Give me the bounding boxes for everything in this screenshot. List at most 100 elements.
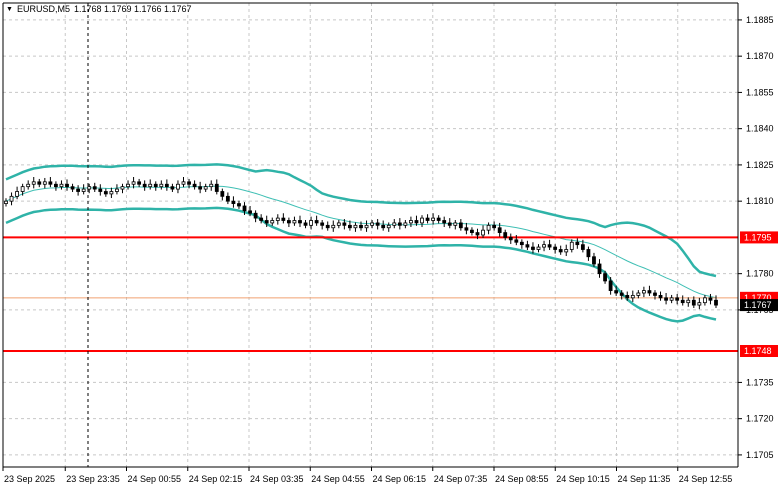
bull-candle bbox=[26, 183, 31, 188]
bull-candle bbox=[120, 186, 125, 190]
bear-candle bbox=[653, 292, 657, 296]
bear-candle bbox=[647, 290, 652, 294]
bull-candle bbox=[9, 195, 14, 202]
bear-candle bbox=[680, 299, 685, 304]
bear-candle bbox=[248, 210, 252, 214]
y-tick-label: 1.1810 bbox=[746, 196, 774, 206]
bear-candle bbox=[553, 246, 558, 250]
bull-candle bbox=[392, 222, 397, 226]
level-price-label: 1.1795 bbox=[744, 232, 772, 242]
bear-candle bbox=[397, 222, 402, 226]
x-tick-label: 24 Sep 12:55 bbox=[679, 474, 733, 484]
bull-candle bbox=[42, 181, 47, 185]
bear-candle bbox=[359, 224, 363, 229]
price-levels[interactable] bbox=[3, 236, 738, 352]
bear-candle bbox=[259, 217, 264, 221]
bull-candle bbox=[126, 183, 130, 188]
bull-candle bbox=[336, 222, 341, 226]
bear-candle bbox=[575, 241, 580, 246]
bear-candle bbox=[142, 183, 147, 188]
bull-candle bbox=[331, 224, 336, 229]
bull-candle bbox=[203, 186, 208, 190]
bear-candle bbox=[470, 229, 474, 233]
x-tick-label: 24 Sep 03:35 bbox=[250, 474, 304, 484]
y-tick-label: 1.1720 bbox=[746, 414, 774, 424]
bear-candle bbox=[458, 222, 463, 229]
bull-candle bbox=[486, 224, 491, 231]
bear-candle bbox=[625, 295, 630, 299]
bull-candle bbox=[431, 217, 436, 221]
bear-candle bbox=[614, 290, 619, 294]
x-tick-label: 24 Sep 08:55 bbox=[495, 474, 549, 484]
bull-candle bbox=[159, 183, 164, 188]
bear-candle bbox=[220, 191, 225, 197]
bull-candle bbox=[481, 229, 485, 236]
y-tick-label: 1.1870 bbox=[746, 51, 774, 61]
bear-candle bbox=[98, 188, 103, 192]
bull-candle bbox=[109, 191, 114, 195]
y-tick-label: 1.1840 bbox=[746, 124, 774, 134]
bear-candle bbox=[170, 186, 175, 190]
bull-candle bbox=[81, 188, 86, 192]
bear-candle bbox=[497, 227, 502, 233]
bear-candle bbox=[325, 224, 330, 229]
bear-candle bbox=[298, 220, 302, 224]
time-axis[interactable]: 23 Sep 2025 23 Sep 23:35 24 Sep 00:55 24 Se… bbox=[2, 467, 733, 484]
bull-candle bbox=[703, 297, 707, 304]
bull-candle bbox=[270, 220, 275, 224]
bear-candle bbox=[187, 181, 191, 185]
bear-candle bbox=[592, 256, 596, 265]
bear-candle bbox=[198, 186, 203, 190]
y-tick-label: 1.1885 bbox=[746, 15, 774, 25]
bear-candle bbox=[558, 249, 563, 253]
bear-candle bbox=[320, 222, 325, 226]
symbol-label: EURUSD,M5 bbox=[16, 4, 70, 14]
symbol-header: ▼ EURUSD,M5 1.1768 1.1769 1.1766 1.1767 bbox=[6, 4, 192, 14]
bear-candle bbox=[547, 244, 552, 248]
bull-candle bbox=[209, 183, 214, 188]
x-tick-label: 23 Sep 23:35 bbox=[66, 474, 120, 484]
y-tick-label: 1.1705 bbox=[746, 450, 774, 460]
bear-candle bbox=[303, 222, 308, 226]
bull-candle bbox=[453, 222, 458, 226]
bull-candle bbox=[115, 188, 119, 192]
bear-candle bbox=[314, 220, 319, 224]
bollinger-upper-band bbox=[5, 163, 717, 278]
triangle-down-icon[interactable]: ▼ bbox=[6, 5, 13, 13]
level-price-tag bbox=[740, 231, 778, 244]
bear-candle bbox=[597, 263, 602, 275]
bear-candle bbox=[525, 244, 530, 248]
candles bbox=[4, 177, 718, 310]
bear-candle bbox=[70, 186, 75, 190]
bear-candle bbox=[192, 183, 197, 188]
bid-price-label: 1.1770 bbox=[744, 293, 772, 303]
bull-candle bbox=[148, 183, 153, 188]
x-tick-label: 24 Sep 06:15 bbox=[373, 474, 427, 484]
bear-candle bbox=[153, 183, 158, 188]
bear-candle bbox=[281, 217, 286, 221]
x-tick-label: 24 Sep 02:15 bbox=[189, 474, 243, 484]
bear-candle bbox=[580, 244, 585, 250]
bull-candle bbox=[15, 191, 19, 197]
bear-candle bbox=[492, 224, 497, 229]
bear-candle bbox=[475, 232, 480, 236]
level-price-label: 1.1748 bbox=[744, 346, 772, 356]
bull-candle bbox=[686, 299, 691, 304]
bear-candle bbox=[436, 217, 441, 221]
bear-candle bbox=[464, 227, 469, 231]
y-tick-label: 1.1735 bbox=[746, 377, 774, 387]
bull-candle bbox=[59, 183, 64, 188]
bear-candle bbox=[675, 297, 680, 301]
bull-candle bbox=[370, 222, 374, 226]
y-tick-label: 1.1855 bbox=[746, 87, 774, 97]
y-tick-label: 1.1780 bbox=[746, 269, 774, 279]
bull-candle bbox=[542, 244, 546, 248]
bull-candle bbox=[409, 220, 413, 224]
bear-candle bbox=[586, 249, 591, 258]
bear-candle bbox=[37, 181, 42, 185]
bull-candle bbox=[636, 292, 641, 296]
x-tick-label: 24 Sep 00:55 bbox=[128, 474, 182, 484]
bull-candle bbox=[275, 217, 280, 221]
